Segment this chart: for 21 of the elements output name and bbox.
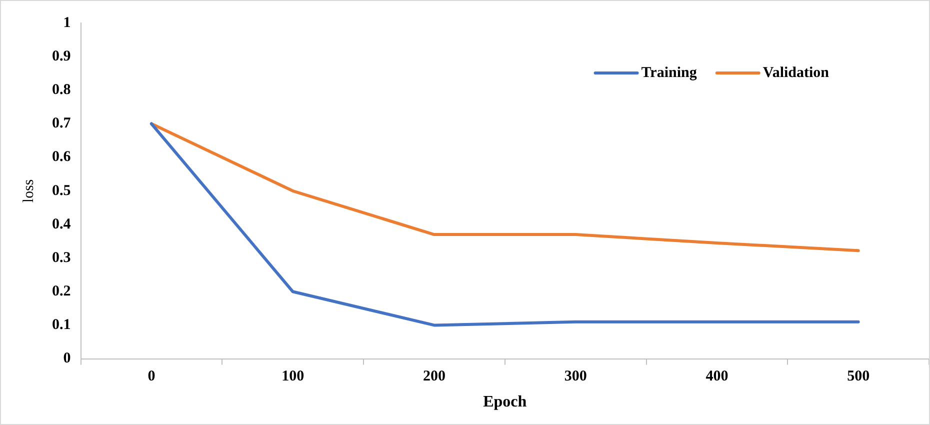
x-tick-label: 300	[564, 368, 587, 385]
y-tick-label: 0.7	[52, 116, 72, 132]
x-tick-label: 200	[422, 368, 446, 385]
x-tick-label: 500	[847, 368, 870, 385]
y-tick-label: 0	[63, 350, 71, 367]
y-tick-label: 0.1	[52, 317, 71, 334]
x-axis-title: Epoch	[483, 394, 527, 411]
x-tick-label: 100	[282, 368, 304, 385]
y-tick-label: 0.2	[52, 284, 71, 300]
legend-label: Validation	[762, 64, 830, 81]
y-axis-title: loss	[20, 179, 37, 203]
x-tick-label: 400	[706, 368, 728, 385]
y-tick-label: 1	[63, 14, 71, 31]
y-tick-label: 0.5	[52, 182, 71, 199]
y-tick-label: 0.4	[52, 216, 72, 232]
legend-label: Training	[641, 64, 698, 81]
y-tick-label: 0.3	[52, 250, 71, 266]
y-tick-label: 0.8	[52, 82, 71, 98]
y-tick-label: 0.6	[52, 149, 72, 166]
x-tick-label: 0	[148, 368, 156, 385]
y-tick-label: 0.9	[52, 48, 71, 64]
